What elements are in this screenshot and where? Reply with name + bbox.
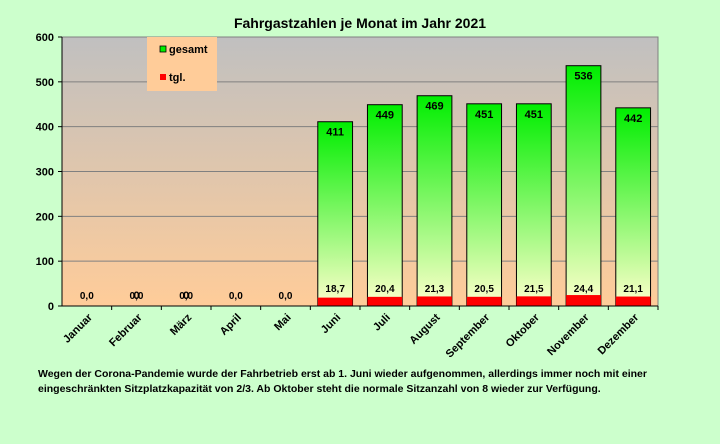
bar-gesamt	[565, 65, 602, 307]
bar-tgl	[367, 296, 403, 306]
bar-tgl	[417, 296, 452, 306]
x-tick-label: Oktober	[504, 311, 543, 350]
x-tick-label: Januar	[61, 311, 96, 346]
bar-tgl	[566, 295, 601, 306]
legend: gesamt tgl.	[147, 37, 217, 91]
x-tick-label: November	[545, 311, 592, 358]
x-tick-label: Juni	[319, 312, 343, 336]
data-label-tgl: 21,3	[425, 284, 445, 295]
bar-gesamt	[515, 103, 552, 307]
y-tick-label: 100	[36, 256, 54, 268]
data-label-gesamt: 449	[376, 110, 394, 122]
data-label-gesamt: 451	[475, 109, 493, 121]
bars: 0,0 00,0 00,0 0,0 0,041118,744920,446921,345…	[80, 65, 652, 307]
y-tick-label: 600	[36, 32, 54, 44]
y-tick-label: 300	[36, 167, 54, 179]
data-label-tgl: 20,4	[375, 284, 395, 295]
data-label-tgl: 21,1	[623, 284, 643, 295]
y-tick-label: 200	[36, 211, 54, 223]
y-tick-label: 400	[36, 122, 54, 134]
x-tick-label: Mai	[272, 312, 293, 333]
data-label-gesamt: 469	[425, 101, 443, 113]
bar-gesamt	[416, 95, 453, 307]
data-label-tgl: 20,5	[474, 284, 494, 295]
y-axis: 0 100 200 300 400 500 600	[36, 32, 63, 313]
footnote: Wegen der Corona-Pandemie wurde der Fahr…	[38, 368, 647, 395]
data-label-tgl: 0,0	[229, 291, 243, 302]
x-tick-label: September	[444, 311, 493, 360]
data-label-tgl: 21,5	[524, 284, 544, 295]
x-tick-label: Februar	[107, 311, 145, 349]
y-tick-label: 500	[36, 77, 54, 89]
y-tick-label: 0	[48, 301, 54, 313]
x-tick-label: Dezember	[596, 311, 642, 357]
bar-gesamt	[317, 121, 354, 307]
legend-box	[147, 37, 217, 91]
legend-swatch-tgl	[160, 74, 166, 80]
data-label-gesamt: 0	[133, 290, 139, 302]
bar-gesamt	[366, 104, 403, 307]
x-tick-label: Juli	[371, 312, 393, 334]
legend-label-tgl: tgl.	[169, 72, 186, 84]
bar-gesamt	[615, 107, 652, 307]
bar-tgl	[516, 296, 552, 306]
data-label-tgl: 0,0	[279, 291, 293, 302]
bar-tgl	[615, 296, 651, 306]
bar-gesamt	[466, 103, 503, 307]
data-label-gesamt: 536	[574, 71, 592, 83]
x-axis: Januar Februar März April Mai Juni Juli August S…	[61, 305, 659, 360]
legend-label-gesamt: gesamt	[169, 44, 208, 56]
chart-title: Fahrgastzahlen je Monat im Jahr 2021	[234, 15, 486, 31]
data-label-tgl: 0,0	[179, 291, 193, 302]
x-tick-label: März	[168, 311, 195, 338]
data-label-tgl: 0,0	[130, 291, 144, 302]
data-label-tgl: 0,0	[80, 291, 94, 302]
bar-tgl	[317, 297, 353, 306]
bar-tgl	[466, 296, 502, 306]
data-label-tgl: 18,7	[325, 284, 345, 295]
data-label-gesamt: 451	[525, 109, 543, 121]
legend-swatch-gesamt	[159, 45, 167, 53]
x-tick-label: August	[407, 311, 443, 347]
data-label-gesamt: 411	[326, 127, 344, 139]
x-tick-label: April	[218, 312, 244, 338]
data-label-gesamt: 442	[624, 113, 642, 125]
chart: Fahrgastzahlen je Monat im Jahr 2021 0 10…	[36, 15, 659, 360]
data-label-gesamt: 0	[183, 290, 189, 302]
data-label-tgl: 24,4	[574, 284, 594, 295]
